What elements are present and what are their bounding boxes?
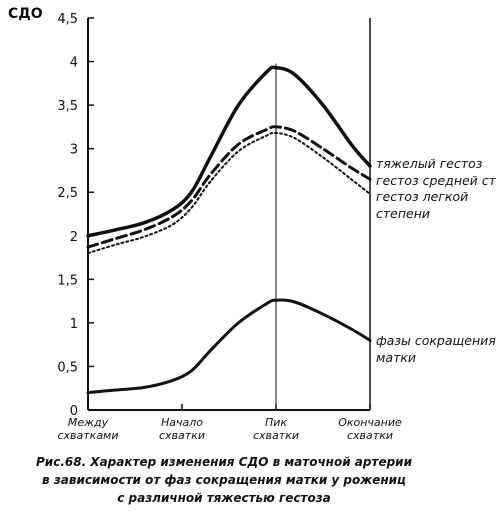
y-axis-label: СДО [8, 6, 43, 22]
series-line-severe [86, 65, 372, 238]
y-tick-label: 1 [70, 317, 78, 332]
x-tick-label-line: Между [68, 416, 109, 429]
y-tick-label: 2,5 [57, 186, 78, 201]
y-tick-label: 4,5 [57, 12, 78, 27]
x-tick-label-line: Начало [161, 416, 203, 429]
chart-axes: СДО 0 0,5 1 1,5 2 2,5 3 3,5 4 4,5 Между схватками Нач… [8, 6, 402, 442]
x-tick-label-line: схватки [253, 429, 299, 442]
caption-line: в зависимости от фаз сокращения матки у … [42, 473, 406, 487]
series-line-mild [87, 131, 371, 255]
legend-entry-line: гестоз средней ст. [376, 173, 496, 188]
legend-entry-line: матки [376, 350, 416, 365]
series-lines [86, 65, 372, 395]
x-tick-label-line: схватками [57, 429, 118, 442]
x-tick-label: Между схватками [57, 416, 118, 442]
caption-line: с различной тяжестью гестоза [117, 491, 331, 505]
x-tick-label: Пик схватки [253, 416, 299, 442]
y-tick-label: 0 [70, 404, 78, 419]
y-tick-label: 0,5 [57, 360, 78, 375]
series-line-contraction [86, 298, 372, 395]
caption-line: Рис.68. Характер изменения СДО в маточно… [36, 455, 413, 469]
y-tick-label: 3 [70, 143, 78, 158]
x-tick-label-line: Окончание [338, 416, 402, 429]
legend-entry: тяжелый гестоз [376, 156, 483, 171]
legend-entry-line: степени [376, 206, 430, 221]
chart-legend: тяжелый гестоз гестоз средней ст.гестоз л… [376, 156, 496, 365]
x-tick-label: Окончание схватки [338, 416, 402, 442]
legend-entry-line: гестоз легкой [376, 189, 468, 204]
legend-entry-line: тяжелый гестоз [376, 156, 483, 171]
x-tick-label-line: схватки [347, 429, 393, 442]
y-tick-label: 4 [70, 56, 78, 71]
vertical-markers [181, 63, 277, 410]
x-tick-label-line: Пик [265, 416, 287, 429]
legend-entry: гестоз легкой степени [376, 189, 468, 221]
legend-entry: гестоз средней ст. [376, 173, 496, 188]
y-tick-label: 1,5 [57, 273, 78, 288]
y-tick-label: 2 [70, 230, 78, 245]
x-tick-label-line: схватки [159, 429, 205, 442]
legend-entry: фазы сокращения матки [376, 333, 496, 365]
x-tick-label: Начало схватки [159, 416, 205, 442]
legend-entry-line: фазы сокращения [376, 333, 496, 348]
figure-caption: Рис.68. Характер изменения СДО в маточно… [36, 455, 413, 505]
y-tick-label: 3,5 [57, 99, 78, 114]
series-line-moderate [86, 125, 372, 249]
